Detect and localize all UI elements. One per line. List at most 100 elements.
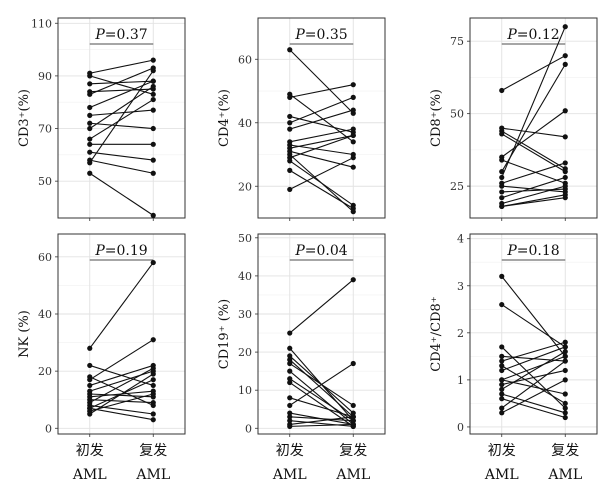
point-relapse-8 bbox=[562, 24, 568, 30]
x-category-label-line2: AML bbox=[272, 467, 307, 483]
point-initial-10 bbox=[499, 381, 505, 388]
pair-line-3 bbox=[89, 80, 154, 85]
pair-line-5 bbox=[289, 96, 354, 124]
point-relapse-11 bbox=[150, 141, 156, 147]
point-initial-1 bbox=[287, 47, 293, 53]
point-relapse-7 bbox=[350, 126, 356, 132]
point-initial-15 bbox=[287, 423, 293, 429]
point-relapse-12 bbox=[150, 157, 156, 163]
p-symbol: P bbox=[294, 27, 305, 43]
y-axis-label: CD19⁺ (%) bbox=[217, 299, 232, 369]
pair-line-1 bbox=[501, 276, 566, 357]
point-relapse-12 bbox=[350, 132, 356, 139]
y-tick-label: 0 bbox=[457, 421, 464, 434]
y-tick-label: 40 bbox=[238, 270, 252, 283]
point-initial-6 bbox=[499, 363, 505, 369]
y-tick-label: 60 bbox=[238, 53, 252, 66]
point-initial-5 bbox=[87, 91, 93, 97]
point-relapse-5 bbox=[350, 94, 356, 100]
point-initial-10 bbox=[87, 136, 93, 142]
x-category-label-line2: AML bbox=[484, 467, 519, 483]
pair-line-13 bbox=[501, 398, 566, 419]
p-value: =0.04 bbox=[305, 243, 348, 259]
point-relapse-6 bbox=[150, 78, 156, 84]
point-initial-8 bbox=[87, 120, 93, 126]
pair-line-5 bbox=[501, 110, 566, 158]
y-tick-label: 50 bbox=[238, 232, 252, 245]
pair-line-12 bbox=[289, 416, 354, 422]
pair-line-7 bbox=[289, 128, 354, 143]
pair-line-1 bbox=[289, 279, 354, 334]
y-tick-label: 10 bbox=[238, 384, 252, 397]
plot-area bbox=[58, 18, 185, 218]
pair-line-6 bbox=[289, 370, 354, 425]
point-initial-1 bbox=[499, 87, 505, 94]
pair-line-15 bbox=[289, 423, 354, 427]
point-relapse-10 bbox=[350, 360, 356, 367]
point-initial-4 bbox=[499, 131, 505, 137]
point-relapse-3 bbox=[562, 405, 568, 411]
pair-line-1 bbox=[289, 49, 354, 114]
pair-line-12 bbox=[501, 176, 566, 199]
pair-line-10 bbox=[89, 367, 154, 404]
pair-line-7 bbox=[89, 109, 154, 116]
point-relapse-6 bbox=[562, 400, 568, 407]
pair-line-14 bbox=[501, 360, 566, 409]
plot-area bbox=[258, 234, 385, 434]
point-initial-8 bbox=[287, 379, 293, 386]
pair-line-13 bbox=[289, 420, 354, 427]
point-initial-14 bbox=[287, 167, 293, 173]
x-category-label: 初发 bbox=[76, 442, 104, 459]
point-initial-13 bbox=[287, 418, 293, 424]
point-relapse-14 bbox=[562, 358, 568, 364]
point-initial-6 bbox=[287, 368, 293, 374]
y-tick-label: 30 bbox=[238, 308, 252, 321]
point-initial-6 bbox=[87, 104, 93, 111]
point-relapse-1 bbox=[350, 277, 356, 283]
point-relapse-12 bbox=[562, 174, 568, 181]
point-relapse-15 bbox=[150, 212, 156, 218]
pair-line-3 bbox=[501, 130, 566, 170]
p-symbol: P bbox=[294, 243, 305, 259]
point-relapse-13 bbox=[150, 417, 156, 423]
chart-panel-4: 0 20 40 60 NK (%) P=0.19 初发 AML 复发 AML bbox=[17, 233, 186, 483]
point-relapse-5 bbox=[562, 339, 568, 345]
pair-line-2 bbox=[289, 93, 354, 143]
point-initial-12 bbox=[287, 414, 293, 420]
pair-line-6 bbox=[501, 159, 566, 184]
pair-line-10 bbox=[501, 185, 566, 193]
p-symbol: P bbox=[506, 243, 517, 259]
pair-line-14 bbox=[289, 416, 354, 426]
y-tick-label: 25 bbox=[450, 180, 464, 193]
point-relapse-5 bbox=[562, 108, 568, 114]
point-initial-2 bbox=[87, 73, 93, 79]
point-relapse-2 bbox=[562, 134, 568, 140]
point-relapse-15 bbox=[562, 192, 568, 198]
plot-area bbox=[58, 234, 185, 434]
point-initial-15 bbox=[499, 203, 505, 210]
y-axis-label: CD8⁺(%) bbox=[429, 89, 444, 147]
point-relapse-14 bbox=[150, 391, 156, 397]
panel-border bbox=[57, 233, 186, 435]
pair-line-4 bbox=[89, 88, 154, 93]
p-value: =0.35 bbox=[305, 27, 348, 43]
point-initial-14 bbox=[87, 160, 93, 166]
point-relapse-4 bbox=[562, 169, 568, 175]
pair-line-12 bbox=[89, 151, 154, 161]
pair-line-14 bbox=[89, 393, 154, 412]
point-relapse-8 bbox=[562, 353, 568, 359]
point-initial-11 bbox=[499, 386, 505, 392]
y-tick-label: 60 bbox=[38, 251, 52, 264]
point-initial-3 bbox=[287, 353, 293, 359]
point-initial-2 bbox=[287, 345, 293, 351]
y-tick-label: 50 bbox=[450, 108, 464, 121]
pair-line-9 bbox=[289, 397, 354, 418]
point-initial-6 bbox=[499, 157, 505, 163]
point-relapse-14 bbox=[350, 205, 356, 212]
pair-line-10 bbox=[89, 99, 154, 140]
point-initial-5 bbox=[287, 120, 293, 126]
point-relapse-9 bbox=[562, 160, 568, 166]
y-tick-label: 90 bbox=[38, 70, 52, 83]
point-initial-1 bbox=[287, 330, 293, 336]
